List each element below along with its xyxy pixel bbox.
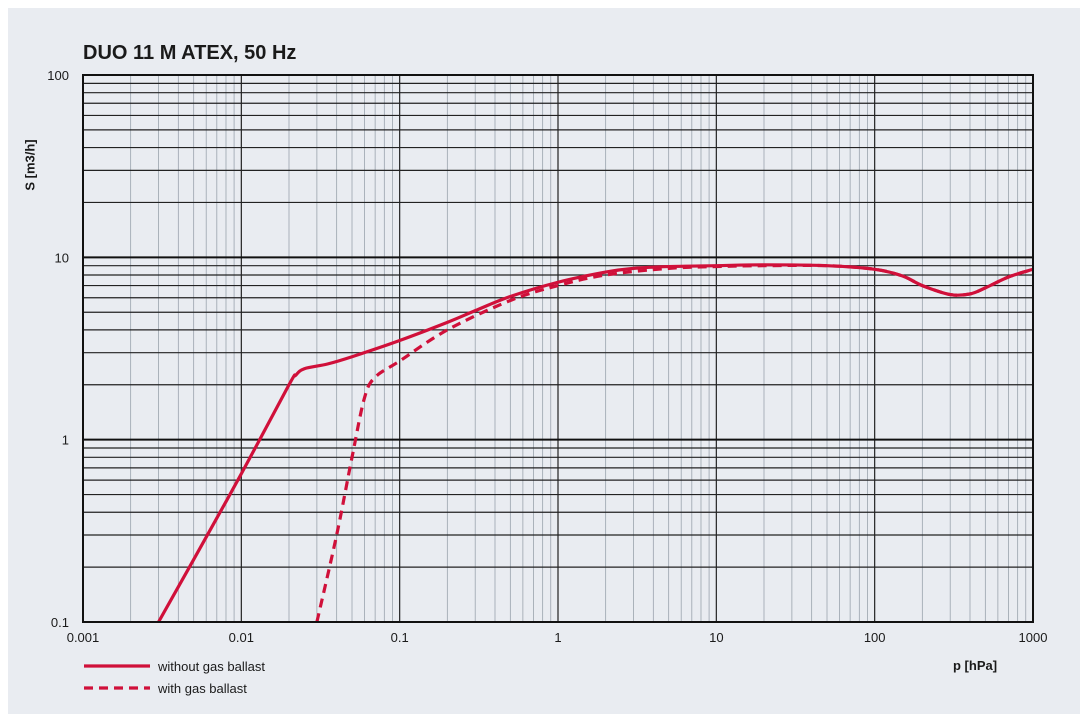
y-tick-label: 100 [47, 68, 69, 83]
y-tick-label: 1 [62, 433, 69, 448]
series-group [157, 263, 1034, 623]
y-tick-label: 10 [55, 250, 69, 265]
x-tick-label: 0.01 [229, 630, 254, 645]
x-tick-label: 0.001 [67, 630, 100, 645]
x-tick-label: 0.1 [391, 630, 409, 645]
x-tick-label: 1 [554, 630, 561, 645]
x-tick-label: 10 [709, 630, 723, 645]
chart-background [8, 8, 1080, 714]
y-tick-label: 0.1 [51, 615, 69, 630]
plot-border [82, 74, 1034, 623]
x-tick-label: 1000 [1019, 630, 1048, 645]
chart-title: DUO 11 M ATEX, 50 Hz [83, 42, 297, 64]
x-tick-label: 100 [864, 630, 886, 645]
legend-label: without gas ballast [157, 659, 265, 674]
grid [83, 75, 1033, 622]
legend: without gas ballast with gas ballast [84, 659, 265, 696]
legend-label: with gas ballast [157, 681, 247, 696]
x-axis-title: p [hPa] [953, 658, 998, 673]
tick-labels: 0.001 0.01 0.1 1 10 100 1000 0.1 1 10 100 [47, 68, 1047, 645]
series-line-without-gas-ballast [157, 263, 1034, 623]
series-line-with-gas-ballast [315, 263, 1034, 623]
plot-frame [82, 74, 1034, 623]
